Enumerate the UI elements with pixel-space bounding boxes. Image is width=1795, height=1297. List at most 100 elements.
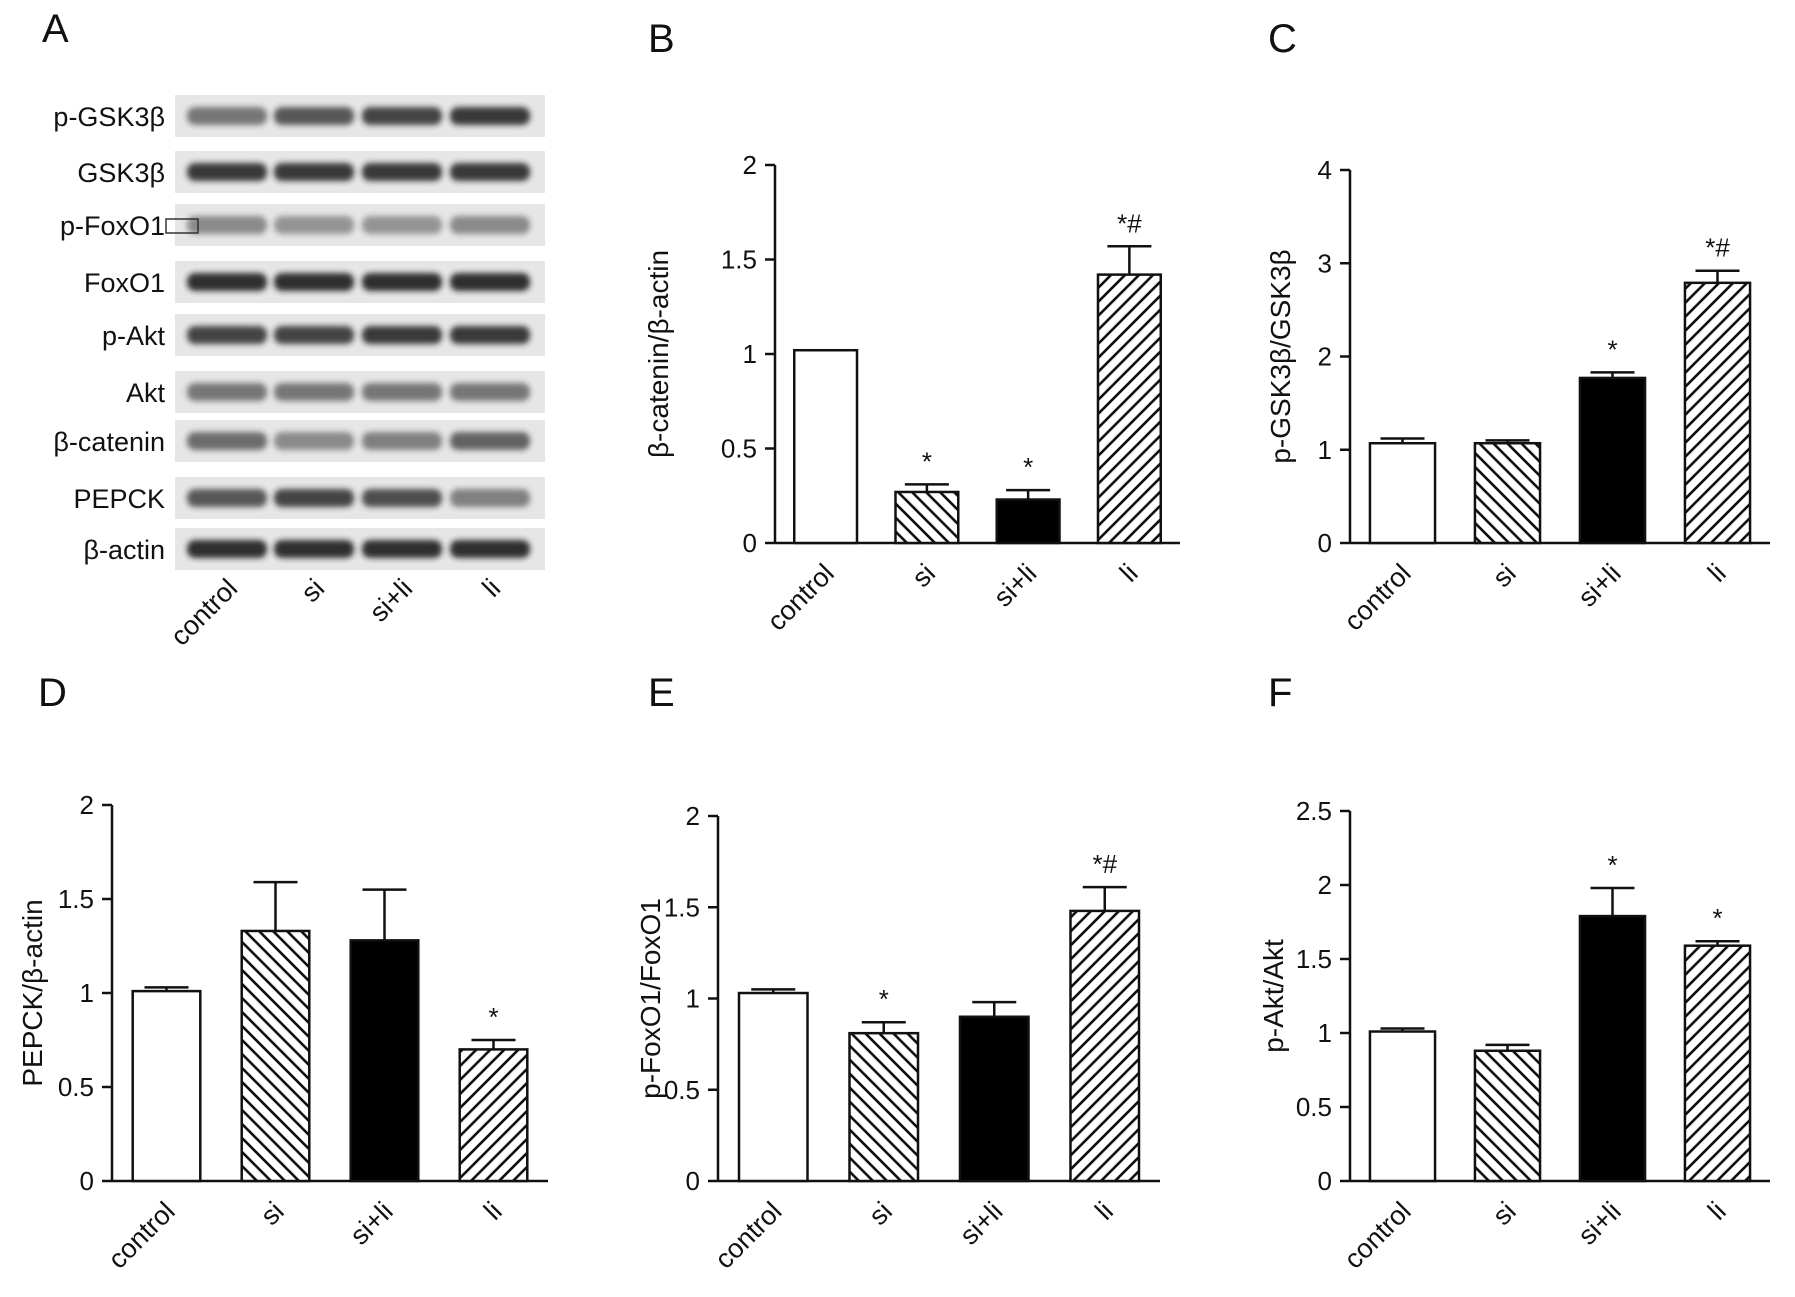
x-category-label: li xyxy=(478,1196,508,1226)
y-tick-label: 0 xyxy=(80,1166,94,1196)
blot-row: GSK3β xyxy=(77,151,545,193)
x-category-label: si xyxy=(906,558,941,593)
y-tick-label: 1 xyxy=(1318,1018,1332,1048)
blot-row-label: p-Akt xyxy=(102,321,166,351)
blot-band xyxy=(362,107,442,125)
chart-panel-c: C 0 1 2 3 4 p-GSK3β/GSK3β control si * si+li *# li xyxy=(1265,17,1770,637)
blot-lane-label: si xyxy=(295,573,330,608)
blot-row: β-actin xyxy=(83,528,545,570)
blot-band xyxy=(187,489,267,507)
bar-li xyxy=(1069,909,1141,1183)
y-tick-label: 0 xyxy=(686,1166,700,1196)
blot-band xyxy=(187,540,267,558)
significance-label: * xyxy=(922,446,932,476)
bar-control xyxy=(792,348,859,545)
significance-label: * xyxy=(879,984,889,1014)
significance-label: * xyxy=(1607,334,1617,364)
x-category-label: si+li xyxy=(954,1196,1009,1251)
bar-li xyxy=(1683,281,1752,545)
bar-si xyxy=(894,490,960,545)
blot-band xyxy=(187,216,267,234)
x-category-label: control xyxy=(1338,558,1417,637)
panel-letter: E xyxy=(648,671,675,715)
blot-band xyxy=(362,540,442,558)
blot-row-label: p-FoxO1 xyxy=(60,211,165,241)
x-category-label: si+li xyxy=(1572,558,1627,613)
y-tick-label: 3 xyxy=(1318,248,1332,278)
chart-panel-d: D 0 0.5 1 1.5 2 PEPCK/β-actin control si si+li * li xyxy=(17,671,548,1275)
blot-band xyxy=(187,432,267,450)
y-tick-label: 2 xyxy=(743,150,757,180)
blot-row-label: GSK3β xyxy=(77,158,165,188)
blot-band xyxy=(450,383,530,401)
blot-band xyxy=(450,432,530,450)
x-category-label: control xyxy=(761,558,840,637)
x-category-label: control xyxy=(1338,1196,1417,1275)
blot-band xyxy=(187,107,267,125)
blot-band xyxy=(362,273,442,291)
y-tick-label: 0.5 xyxy=(1296,1092,1332,1122)
blot-row-label: PEPCK xyxy=(73,484,165,514)
blot-band xyxy=(274,540,354,558)
chart-panel-f: F 0 0.5 1 1.5 2 2.5 p-Akt/Akt control si * si+li * li xyxy=(1258,671,1770,1275)
blot-row-label: FoxO1 xyxy=(84,268,165,298)
bar-control xyxy=(1368,1030,1437,1183)
y-tick-label: 1.5 xyxy=(664,892,700,922)
y-tick-label: 1 xyxy=(1318,435,1332,465)
blot-band xyxy=(187,383,267,401)
x-category-label: li xyxy=(1089,1196,1119,1226)
blot-row: Akt xyxy=(126,371,545,413)
x-category-label: si xyxy=(1487,1196,1522,1231)
blot-band xyxy=(274,432,354,450)
y-tick-label: 1 xyxy=(686,984,700,1014)
blot-band xyxy=(274,107,354,125)
significance-label: * xyxy=(488,1002,498,1032)
significance-label: *# xyxy=(1705,233,1730,263)
y-axis-title: PEPCK/β-actin xyxy=(17,899,48,1086)
blot-band xyxy=(362,326,442,344)
bar-si-plus-li xyxy=(349,939,420,1183)
y-axis-title: p-FoxO1/FoxO1 xyxy=(635,898,666,1099)
y-tick-label: 0 xyxy=(1318,1166,1332,1196)
bar-li xyxy=(1096,273,1163,545)
significance-label: *# xyxy=(1117,208,1142,238)
x-category-label: li xyxy=(1114,558,1144,588)
significance-label: * xyxy=(1712,903,1722,933)
y-tick-label: 0 xyxy=(1318,528,1332,558)
blot-band xyxy=(362,489,442,507)
blot-band xyxy=(274,216,354,234)
blot-band xyxy=(187,163,267,181)
y-tick-label: 1 xyxy=(743,339,757,369)
y-tick-label: 2 xyxy=(686,801,700,831)
bar-si xyxy=(848,1031,920,1183)
blot-band xyxy=(274,383,354,401)
blot-band xyxy=(450,273,530,291)
blot-row-label: Akt xyxy=(126,378,166,408)
x-category-label: control xyxy=(709,1196,788,1275)
y-tick-label: 2 xyxy=(80,790,94,820)
blot-row: β-catenin xyxy=(53,420,545,462)
blot-band xyxy=(362,383,442,401)
bar-si xyxy=(240,929,311,1183)
bar-control xyxy=(1368,441,1437,545)
y-tick-label: 2 xyxy=(1318,342,1332,372)
significance-label: *# xyxy=(1092,849,1117,879)
blot-band xyxy=(362,432,442,450)
x-category-label: li xyxy=(1702,558,1732,588)
x-category-label: si+li xyxy=(1572,1196,1627,1251)
bar-si xyxy=(1473,1049,1542,1183)
blot-band xyxy=(450,107,530,125)
panel-letter-a: A xyxy=(42,7,69,51)
bar-li xyxy=(1683,944,1752,1183)
panel-letter: F xyxy=(1268,671,1292,715)
panel-letter: D xyxy=(38,671,67,715)
bar-control xyxy=(737,991,809,1183)
blot-row-label: β-catenin xyxy=(53,427,165,457)
bar-si xyxy=(1473,441,1542,545)
blot-band xyxy=(450,216,530,234)
panel-letter: B xyxy=(648,17,675,61)
blot-row: p-FoxO1 xyxy=(60,204,545,246)
bar-control xyxy=(131,989,202,1183)
chart-panel-b: B 0 0.5 1 1.5 2 β-catenin/β-actin control * si * si… xyxy=(643,17,1180,637)
